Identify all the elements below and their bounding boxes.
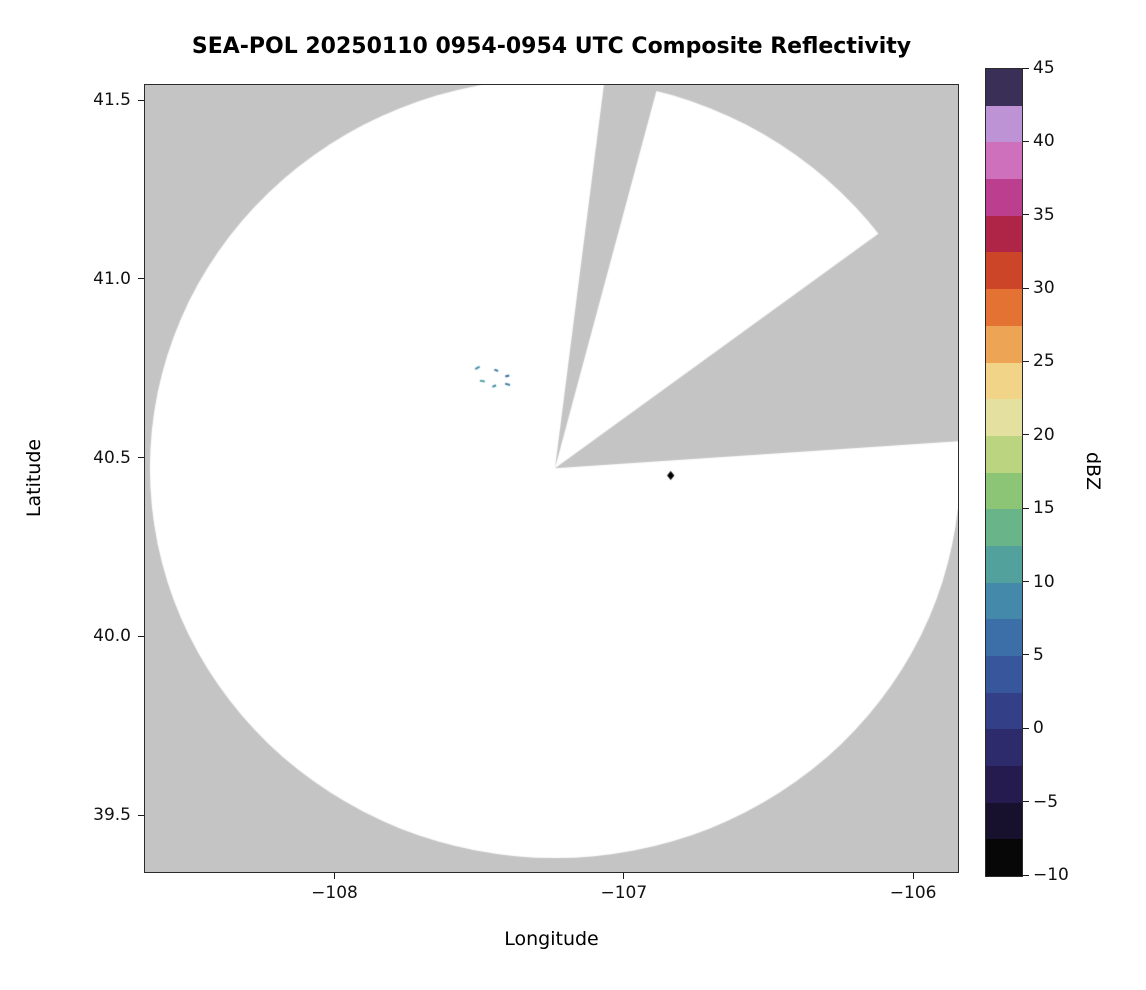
y-tick-mark bbox=[138, 635, 144, 637]
colorbar-tick-label: 0 bbox=[1033, 718, 1044, 739]
colorbar-tick-label: −10 bbox=[1033, 865, 1069, 885]
colorbar-segment bbox=[986, 179, 1022, 216]
colorbar-tick-mark bbox=[1023, 874, 1029, 876]
colorbar-tick-mark bbox=[1023, 727, 1029, 729]
chart-title: SEA-POL 20250110 0954-0954 UTC Composite… bbox=[191, 34, 912, 59]
radar-plot-canvas bbox=[145, 85, 958, 872]
y-tick-mark bbox=[138, 278, 144, 280]
y-tick-mark bbox=[138, 99, 144, 101]
colorbar bbox=[985, 68, 1023, 877]
colorbar-segment bbox=[986, 362, 1022, 400]
colorbar-segment bbox=[986, 582, 1022, 620]
x-tick-label: −106 bbox=[889, 883, 937, 903]
colorbar-tick-mark bbox=[1023, 287, 1029, 289]
plot-area-frame bbox=[144, 84, 959, 873]
colorbar-segment bbox=[986, 729, 1022, 767]
colorbar-segment bbox=[986, 435, 1022, 473]
colorbar-tick-mark bbox=[1023, 434, 1029, 436]
colorbar-tick-label: 35 bbox=[1033, 204, 1055, 225]
colorbar-segment bbox=[986, 399, 1022, 436]
colorbar-segment bbox=[986, 69, 1022, 106]
colorbar-tick-mark bbox=[1023, 581, 1029, 583]
x-tick-label: −107 bbox=[600, 883, 648, 903]
y-tick-label: 41.0 bbox=[93, 268, 131, 289]
colorbar-segment bbox=[986, 802, 1022, 840]
colorbar-segment bbox=[986, 619, 1022, 656]
colorbar-tick-mark bbox=[1023, 360, 1029, 362]
colorbar-tick-label: 15 bbox=[1033, 498, 1055, 519]
y-tick-label: 40.5 bbox=[93, 447, 131, 468]
colorbar-segment bbox=[986, 839, 1022, 877]
colorbar-segment bbox=[986, 472, 1022, 510]
colorbar-tick-mark bbox=[1023, 140, 1029, 142]
x-axis-label: Longitude bbox=[504, 928, 599, 950]
colorbar-tick-mark bbox=[1023, 654, 1029, 656]
colorbar-segment bbox=[986, 215, 1022, 253]
colorbar-tick-label: 20 bbox=[1033, 424, 1055, 445]
colorbar-tick-mark bbox=[1023, 214, 1029, 216]
colorbar-segment bbox=[986, 325, 1022, 363]
colorbar-segment bbox=[986, 656, 1022, 693]
colorbar-segment bbox=[986, 252, 1022, 290]
colorbar-tick-label: 40 bbox=[1033, 131, 1055, 152]
colorbar-tick-label: −5 bbox=[1033, 791, 1059, 812]
x-tick-mark bbox=[623, 873, 625, 879]
x-tick-mark bbox=[912, 873, 914, 879]
colorbar-segment bbox=[986, 509, 1022, 546]
y-axis-label: Latitude bbox=[23, 438, 45, 518]
colorbar-tick-mark bbox=[1023, 801, 1029, 803]
colorbar-tick-label: 10 bbox=[1033, 571, 1055, 592]
x-tick-label: −108 bbox=[311, 883, 358, 903]
colorbar-tick-label: 25 bbox=[1033, 351, 1055, 372]
colorbar-segment bbox=[986, 692, 1022, 730]
colorbar-tick-label: 30 bbox=[1033, 278, 1055, 299]
y-tick-mark bbox=[138, 457, 144, 459]
colorbar-segment bbox=[986, 545, 1022, 583]
colorbar-segment bbox=[986, 766, 1022, 803]
y-tick-label: 41.5 bbox=[93, 90, 131, 111]
colorbar-tick-mark bbox=[1023, 507, 1029, 509]
colorbar-tick-mark bbox=[1023, 67, 1029, 69]
y-tick-label: 39.5 bbox=[93, 805, 131, 826]
colorbar-label: dBZ bbox=[1082, 451, 1104, 491]
colorbar-segment bbox=[986, 289, 1022, 326]
colorbar-tick-label: 5 bbox=[1033, 644, 1044, 665]
y-tick-mark bbox=[138, 814, 144, 816]
colorbar-tick-label: 45 bbox=[1033, 58, 1055, 78]
colorbar-segment bbox=[986, 142, 1022, 180]
x-tick-mark bbox=[334, 873, 335, 879]
y-tick-label: 40.0 bbox=[93, 626, 131, 647]
colorbar-segment bbox=[986, 105, 1022, 143]
